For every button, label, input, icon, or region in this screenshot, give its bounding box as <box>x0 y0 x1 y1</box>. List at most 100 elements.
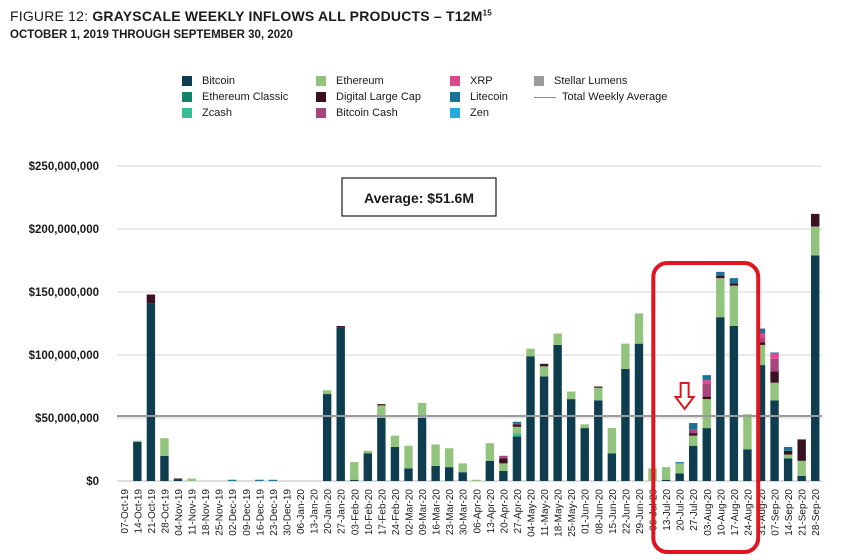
legend-item: Ethereum Classic <box>182 91 288 103</box>
y-tick-label: $200,000,000 <box>29 224 99 236</box>
x-tick-label: 25-Nov-19 <box>215 489 226 536</box>
bar-segment <box>756 337 766 343</box>
legend-label: Digital Large Cap <box>336 91 421 103</box>
y-tick-label: $100,000,000 <box>29 350 99 362</box>
legend-label: Ethereum <box>336 75 384 87</box>
bar-segment <box>621 368 630 481</box>
x-tick-label: 06-Apr-20 <box>472 489 483 534</box>
bar-segment <box>390 435 400 447</box>
bar-segment <box>783 458 793 481</box>
bar-segment <box>811 255 820 481</box>
legend-label: Zen <box>470 107 489 119</box>
bar-segment <box>675 462 684 464</box>
bar-segment <box>797 475 806 481</box>
bar-segment <box>716 271 725 276</box>
bar-segment <box>553 333 562 345</box>
bar-segment <box>499 458 508 464</box>
bar-segment <box>770 371 779 383</box>
bar-segment <box>512 423 522 425</box>
chart-title: FIGURE 12: GRAYSCALE WEEKLY INFLOWS ALL … <box>10 8 492 24</box>
y-tick-label: $0 <box>86 476 99 488</box>
x-tick-label: 31-Aug-20 <box>757 489 768 536</box>
x-tick-label: 28-Sep-20 <box>811 489 822 536</box>
bar-segment <box>811 213 820 227</box>
title-text: GRAYSCALE WEEKLY INFLOWS ALL PRODUCTS – … <box>92 8 483 24</box>
bar-segment <box>688 429 698 434</box>
x-tick-label: 20-Jan-20 <box>323 489 334 534</box>
bar-segment <box>458 472 467 481</box>
x-tick-label: 09-Mar-20 <box>418 489 429 536</box>
y-tick-label: $50,000,000 <box>35 413 99 425</box>
bar-segment <box>539 363 549 367</box>
legend-label: Ethereum Classic <box>202 91 289 103</box>
bar-segment <box>512 436 522 481</box>
bar-segment <box>417 402 427 418</box>
x-tick-label: 20-Apr-20 <box>499 489 510 534</box>
bar-segment <box>729 283 739 286</box>
highlight-box <box>651 261 761 554</box>
bar-segment <box>661 467 671 480</box>
bar-segment <box>797 439 806 461</box>
bar-segment <box>566 391 576 400</box>
bar-segment <box>770 353 779 359</box>
bar-segment <box>797 460 806 476</box>
y-tick-label: $150,000,000 <box>29 287 99 299</box>
bar-segment <box>377 404 386 406</box>
bar-segment <box>607 453 617 481</box>
x-tick-label: 18-May-20 <box>554 489 565 537</box>
x-tick-label: 21-Oct-19 <box>147 489 158 534</box>
x-tick-label: 03-Feb-20 <box>350 489 361 536</box>
bar-segment <box>675 463 684 474</box>
bar-segment <box>146 303 156 481</box>
x-tick-label: 16-Dec-19 <box>255 489 266 536</box>
bar-segment <box>499 470 508 481</box>
x-tick-label: 17-Aug-20 <box>730 489 741 536</box>
bar-segment <box>716 275 725 279</box>
x-tick-label: 27-Apr-20 <box>513 489 524 534</box>
bar-segment <box>512 435 522 437</box>
x-tick-label: 02-Dec-19 <box>228 489 239 536</box>
bar-segment <box>485 443 495 461</box>
legend-swatch <box>316 108 326 118</box>
legend-swatch <box>450 92 460 102</box>
legend-label: Bitcoin Cash <box>336 107 398 119</box>
bar-segment <box>553 344 562 481</box>
bar-segment <box>173 478 183 480</box>
x-tick-label: 02-Mar-20 <box>404 489 415 536</box>
legend-item: Litecoin <box>450 91 508 103</box>
bar-segment <box>458 463 467 473</box>
bar-segment <box>444 467 454 481</box>
bar-segment <box>811 226 820 256</box>
bar-segment <box>255 479 264 481</box>
figure-label: FIGURE 12: <box>10 8 89 24</box>
x-tick-label: 27-Jul-20 <box>689 489 700 531</box>
bar-segment <box>336 326 345 328</box>
bar-segment <box>729 285 739 327</box>
legend-item: Zcash <box>182 107 232 119</box>
x-tick-label: 11-May-20 <box>540 489 551 536</box>
legend-item: Zen <box>450 107 489 119</box>
x-tick-label: 23-Mar-20 <box>445 489 456 536</box>
bar-segment <box>702 380 711 384</box>
bar-segment <box>580 428 589 481</box>
bar-segment <box>729 326 739 481</box>
bar-segment <box>566 399 576 481</box>
bar-segment <box>594 387 603 401</box>
bar-segment <box>716 317 725 481</box>
bar-segment <box>390 446 400 481</box>
bar-segment <box>702 396 711 400</box>
bar-segment <box>770 382 779 401</box>
legend-label: XRP <box>470 75 493 87</box>
x-tick-label: 29-Jun-20 <box>635 489 646 534</box>
x-tick-label: 24-Aug-20 <box>743 489 754 536</box>
bar-segment <box>607 428 617 454</box>
bar-segment <box>404 445 413 469</box>
bar-segment <box>539 366 549 377</box>
bar-segment <box>404 468 413 481</box>
legend-swatch <box>182 76 192 86</box>
x-tick-label: 13-Jul-20 <box>662 489 673 531</box>
bar-segment <box>363 453 373 481</box>
bar-segment <box>133 441 142 481</box>
bar-segment <box>187 478 196 481</box>
